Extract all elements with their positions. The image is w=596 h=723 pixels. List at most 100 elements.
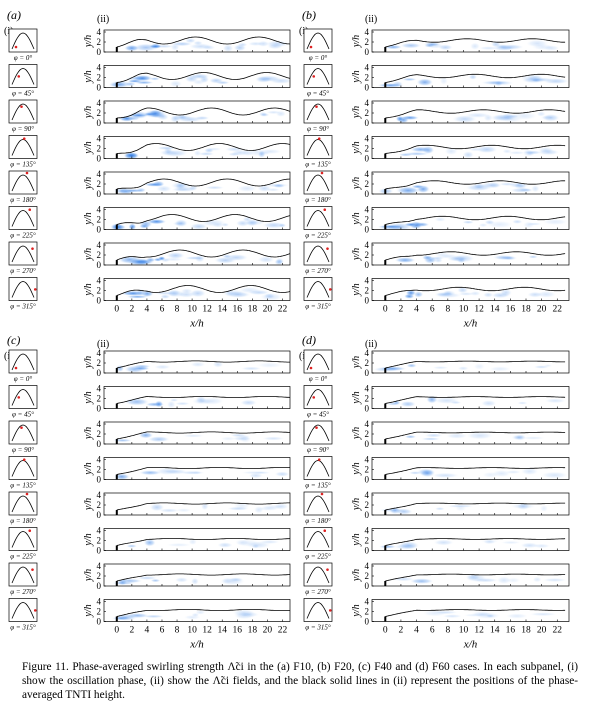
vortex-region — [170, 115, 181, 123]
body-marker — [384, 474, 387, 480]
vortex-region — [401, 77, 417, 81]
y-tick-label: 4 — [365, 63, 370, 73]
x-tick-label: 6 — [430, 626, 435, 636]
x-tick-label: 14 — [217, 305, 227, 315]
x-tick-label: 10 — [187, 305, 197, 315]
vortex-region — [400, 115, 419, 120]
y-tick-label: 4 — [97, 455, 102, 465]
vortex-region — [198, 151, 215, 156]
vortex-region — [517, 401, 528, 405]
vortex-region — [523, 221, 535, 229]
vortex-region — [209, 77, 224, 84]
vortex-region — [149, 503, 165, 512]
field — [384, 38, 566, 51]
field — [377, 73, 569, 88]
phase-curve — [306, 566, 330, 584]
field — [385, 431, 566, 441]
vortex-region — [217, 542, 233, 548]
phase-curve — [306, 531, 330, 548]
vortex-region — [190, 361, 206, 368]
y-axis-label: y/h — [83, 70, 94, 83]
panel-label: (c) — [7, 333, 20, 347]
body-marker — [384, 581, 387, 586]
vortex-region — [259, 292, 283, 301]
vortex-region — [499, 115, 523, 123]
vortex-region — [255, 75, 282, 82]
y-tick-label: 4 — [365, 205, 370, 215]
phase-curve — [11, 210, 35, 227]
plot-frame — [371, 100, 570, 124]
vortex-region — [416, 78, 433, 86]
y-tick-label: 0 — [365, 83, 370, 93]
x-tick-label: 10 — [459, 626, 469, 636]
vortex-region — [475, 145, 498, 154]
tnti-line — [385, 467, 566, 475]
y-tick-label: 2 — [365, 73, 370, 83]
vortex-region — [404, 222, 418, 227]
phase-label: φ = 90° — [307, 125, 329, 133]
y-tick-label: 2 — [365, 394, 370, 404]
vortex-region — [262, 436, 285, 441]
y-tick-label: 0 — [365, 154, 370, 164]
vortex-region — [510, 503, 536, 510]
phase-curve — [11, 139, 35, 156]
plot-frame — [103, 100, 291, 124]
vortex-region — [149, 77, 161, 81]
plot-frame — [103, 136, 291, 159]
y-tick-label: 4 — [365, 240, 370, 250]
plot-area — [372, 599, 569, 622]
plot-area — [372, 351, 569, 373]
phase-curve — [306, 353, 330, 371]
y-tick-label: 0 — [365, 510, 370, 520]
phase-label: φ = 45° — [307, 411, 329, 419]
phase-label: φ = 180° — [10, 196, 36, 204]
vortex-region — [505, 613, 528, 619]
plot-frame — [371, 278, 570, 301]
x-tick-label: 2 — [129, 305, 134, 315]
vortex-region — [434, 251, 451, 260]
phase-label: φ = 270° — [305, 267, 331, 275]
x-tick-label: 0 — [383, 305, 388, 315]
phase-label: φ = 0° — [309, 375, 328, 383]
body-marker — [384, 47, 387, 52]
vortex-region — [265, 110, 282, 115]
vortex-region — [124, 398, 149, 406]
vortex-region — [422, 610, 448, 617]
x-tick-label: 16 — [506, 305, 516, 315]
phase-icon-box — [303, 64, 333, 88]
vortex-region — [527, 291, 543, 298]
x-tick-label: 2 — [399, 305, 404, 315]
x-tick-label: 18 — [521, 305, 531, 315]
subpanel-label: (ii) — [97, 339, 109, 350]
x-tick-label: 12 — [474, 626, 484, 636]
subpanel-label: (ii) — [97, 14, 109, 25]
vortex-region — [126, 544, 138, 548]
vortex-region — [257, 256, 275, 263]
vortex-region — [193, 150, 202, 157]
x-tick-label: 8 — [445, 626, 450, 636]
tnti-line — [385, 73, 566, 83]
vortex-region — [483, 114, 493, 122]
phase-marker — [31, 247, 34, 250]
y-tick-label: 2 — [97, 108, 102, 118]
field — [113, 431, 290, 443]
plot-frame — [371, 136, 570, 159]
body-marker — [384, 224, 387, 230]
plot-frame — [103, 242, 291, 266]
y-tick-label: 0 — [365, 439, 370, 449]
y-tick-label: 4 — [365, 419, 370, 429]
vortex-region — [143, 538, 156, 547]
phase-marker — [317, 137, 321, 141]
plot-frame — [103, 65, 291, 88]
vortex-region — [445, 433, 468, 439]
phase-curve — [306, 103, 330, 121]
vortex-region — [123, 152, 140, 159]
y-tick-label: 4 — [97, 419, 102, 429]
tnti-line — [116, 178, 290, 190]
vortex-region — [523, 150, 542, 155]
vortex-region — [262, 221, 286, 229]
phase-label: φ = 225° — [10, 553, 36, 561]
phase-marker — [309, 45, 313, 49]
phase-icon-box — [303, 206, 333, 230]
